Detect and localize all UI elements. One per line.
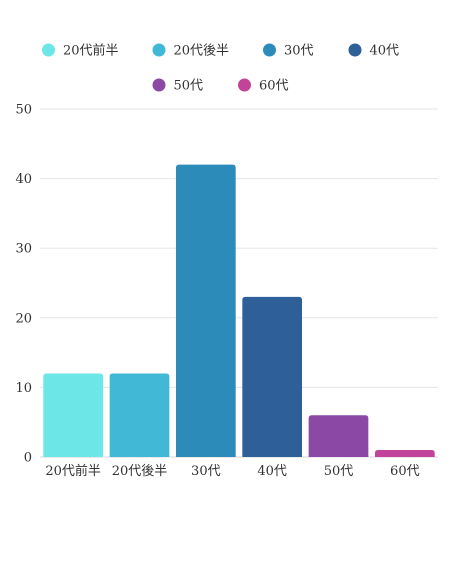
y-tick-label: 30 <box>15 242 32 257</box>
x-tick-label: 20代後半 <box>112 464 168 479</box>
legend-item[interactable]: 60代 <box>238 78 289 94</box>
legend-item[interactable]: 50代 <box>152 78 204 94</box>
legend-label: 40代 <box>370 44 400 59</box>
bar[interactable] <box>175 164 236 457</box>
y-tick-label: 20 <box>15 311 32 326</box>
grid-lines <box>40 108 438 458</box>
y-axis: 0 10 20 30 40 50 <box>15 103 32 466</box>
x-tick-label: 20代前半 <box>45 463 101 479</box>
x-axis: 20代前半 20代後半 30代 40代 50代 60代 <box>45 463 419 479</box>
legend: 20代前半 20代後半 30代 40代 50代 60代 <box>42 43 399 94</box>
legend-label: 30代 <box>284 44 314 59</box>
x-tick-label: 30代 <box>191 464 221 479</box>
legend-swatch <box>238 78 251 92</box>
legend-item[interactable]: 30代 <box>263 43 314 59</box>
bar[interactable] <box>242 296 303 457</box>
bar[interactable] <box>43 373 104 457</box>
legend-label: 60代 <box>259 79 289 94</box>
bars <box>43 164 435 457</box>
x-tick-label: 50代 <box>324 464 354 479</box>
legend-item[interactable]: 20代前半 <box>42 43 119 59</box>
y-tick-label: 50 <box>15 103 32 118</box>
y-tick-label: 10 <box>15 381 32 396</box>
legend-label: 20代後半 <box>174 44 230 59</box>
y-tick-label: 40 <box>15 172 32 187</box>
legend-swatch <box>152 78 166 92</box>
legend-item[interactable]: 40代 <box>348 43 400 59</box>
x-tick-label: 60代 <box>390 464 420 479</box>
x-tick-label: 40代 <box>257 464 287 479</box>
legend-item[interactable]: 20代後半 <box>152 43 230 59</box>
legend-swatch <box>152 43 166 57</box>
legend-label: 20代前半 <box>63 43 119 59</box>
legend-swatch <box>42 43 55 57</box>
bar[interactable] <box>374 450 435 457</box>
legend-swatch <box>263 43 276 57</box>
bar[interactable] <box>109 373 170 457</box>
bar[interactable] <box>308 415 369 457</box>
legend-label: 50代 <box>174 79 204 94</box>
legend-swatch <box>348 43 362 57</box>
y-tick-label: 0 <box>24 451 32 466</box>
